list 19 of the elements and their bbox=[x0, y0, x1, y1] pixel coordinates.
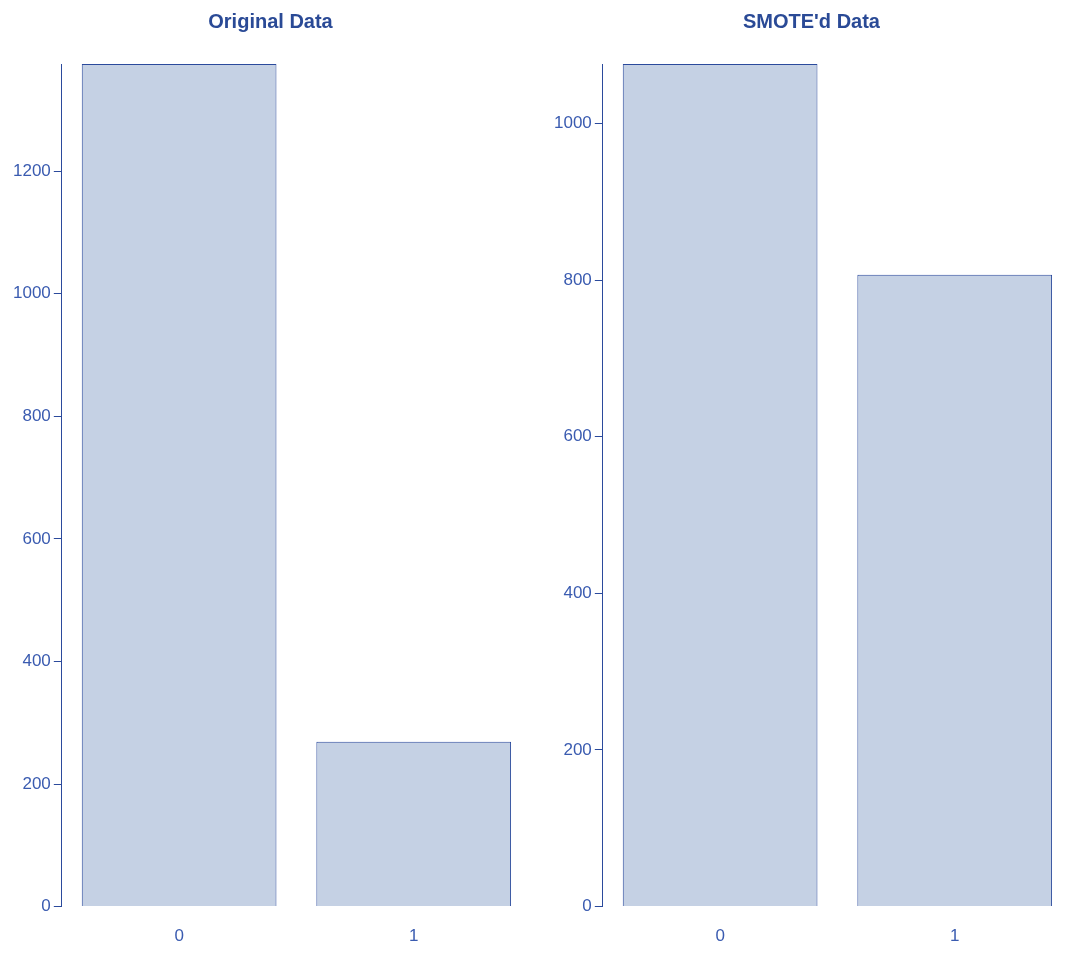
y-tick-label: 400 bbox=[563, 583, 592, 603]
y-tick-label: 600 bbox=[563, 426, 592, 446]
y-tick-label: 1000 bbox=[12, 283, 51, 303]
x-tick-label: 1 bbox=[949, 926, 960, 946]
y-tick-label: 1000 bbox=[553, 113, 592, 133]
y-tick-label: 600 bbox=[22, 528, 51, 548]
y-tick-label: 800 bbox=[22, 406, 51, 426]
chart-title: SMOTE'd Data bbox=[743, 9, 881, 32]
x-tick-label: 0 bbox=[715, 926, 725, 946]
y-tick-label: 400 bbox=[22, 651, 51, 671]
y-tick-label: 1200 bbox=[12, 160, 51, 180]
y-tick-label: 800 bbox=[563, 269, 592, 289]
x-tick-label: 0 bbox=[174, 926, 184, 946]
x-tick-label: 1 bbox=[408, 926, 419, 946]
chart-title: Original Data bbox=[208, 9, 334, 32]
y-tick-label: 200 bbox=[22, 773, 51, 793]
y-tick-label: 0 bbox=[41, 896, 51, 916]
y-tick-label: 200 bbox=[563, 739, 592, 759]
y-tick-label: 0 bbox=[582, 896, 592, 916]
